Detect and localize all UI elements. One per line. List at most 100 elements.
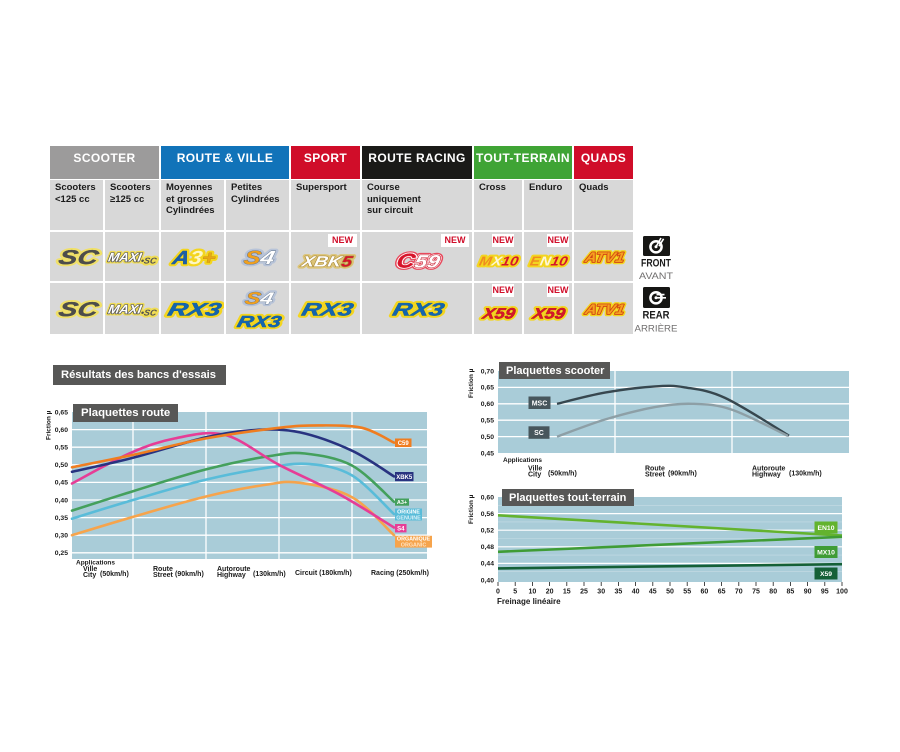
svg-text:C59: C59 <box>398 441 410 447</box>
svg-text:(50km/h): (50km/h) <box>100 571 129 578</box>
svg-text:MX10: MX10 <box>817 549 835 556</box>
svg-text:MX10: MX10 <box>478 253 520 268</box>
svg-text:XBK5: XBK5 <box>299 252 354 270</box>
svg-text:SC: SC <box>56 247 102 269</box>
svg-text:RX3: RX3 <box>391 298 447 319</box>
svg-text:15: 15 <box>563 589 571 596</box>
svg-text:Highway: Highway <box>752 472 781 479</box>
svg-text:MX10: MX10 <box>478 253 520 268</box>
svg-text:0,65: 0,65 <box>55 409 68 416</box>
svg-text:0,44: 0,44 <box>481 561 494 568</box>
svg-text:30: 30 <box>597 589 605 596</box>
svg-text:75: 75 <box>752 589 760 596</box>
svg-text:S4: S4 <box>242 289 274 307</box>
svg-text:(130km/h): (130km/h) <box>253 571 286 578</box>
svg-text:(50km/h): (50km/h) <box>548 471 577 478</box>
svg-text:85: 85 <box>787 589 795 596</box>
svg-text:X59: X59 <box>820 571 832 578</box>
svg-text:SC: SC <box>56 299 102 321</box>
svg-text:(90km/h): (90km/h) <box>175 571 204 578</box>
svg-text:RX3: RX3 <box>391 298 447 319</box>
svg-text:Racing (250km/h): Racing (250km/h) <box>371 570 429 577</box>
svg-text:Circuit (180km/h): Circuit (180km/h) <box>295 570 352 577</box>
svg-text:0,45: 0,45 <box>481 450 494 457</box>
svg-text:0,35: 0,35 <box>55 515 68 522</box>
svg-text:0,60: 0,60 <box>481 494 494 501</box>
svg-text:0,55: 0,55 <box>55 445 68 452</box>
svg-text:ATV1: ATV1 <box>582 249 625 265</box>
svg-text:RX3: RX3 <box>165 299 223 319</box>
svg-text:A3+: A3+ <box>397 500 407 506</box>
svg-text:SC: SC <box>56 247 102 269</box>
svg-text:70: 70 <box>735 589 743 596</box>
svg-text:0,65: 0,65 <box>481 385 494 392</box>
svg-text:FRONT: FRONT <box>641 258 671 270</box>
svg-text:0,52: 0,52 <box>481 528 494 535</box>
svg-text:0,50: 0,50 <box>481 434 494 441</box>
svg-text:REAR: REAR <box>643 310 670 322</box>
svg-text:A3+: A3+ <box>169 247 217 268</box>
svg-text:S4: S4 <box>241 246 276 267</box>
svg-text:0: 0 <box>496 589 500 596</box>
svg-text:Route: Route <box>645 466 665 473</box>
svg-text:Autoroute: Autoroute <box>217 566 251 573</box>
svg-text:Ville: Ville <box>528 466 542 473</box>
svg-text:ORGANIC: ORGANIC <box>401 543 427 549</box>
svg-text:0,48: 0,48 <box>481 544 494 551</box>
svg-text:AVANT: AVANT <box>639 271 673 282</box>
svg-text:RX3: RX3 <box>299 298 355 319</box>
svg-text:95: 95 <box>821 589 829 596</box>
svg-text:100: 100 <box>836 589 848 596</box>
svg-text:X59: X59 <box>480 304 517 321</box>
svg-text:C59: C59 <box>395 249 444 272</box>
svg-text:0,30: 0,30 <box>55 533 68 540</box>
svg-text:RX3: RX3 <box>235 312 283 330</box>
svg-text:80: 80 <box>769 589 777 596</box>
svg-text:ORGANIQUE: ORGANIQUE <box>397 537 431 543</box>
svg-text:Friction µ: Friction µ <box>468 368 475 398</box>
svg-text:City: City <box>528 472 541 479</box>
svg-text:Freinage linéaire: Freinage linéaire <box>497 597 561 606</box>
svg-text:ATV1: ATV1 <box>582 249 625 265</box>
svg-text:(130km/h): (130km/h) <box>789 471 822 478</box>
svg-text:X59: X59 <box>530 304 567 321</box>
svg-text:X59: X59 <box>480 304 517 321</box>
svg-text:0,60: 0,60 <box>55 427 68 434</box>
svg-text:0,56: 0,56 <box>481 511 494 518</box>
svg-text:Street: Street <box>153 572 174 579</box>
svg-text:Ville: Ville <box>83 566 97 573</box>
svg-text:50: 50 <box>666 589 674 596</box>
svg-text:90: 90 <box>804 589 812 596</box>
svg-text:Street: Street <box>645 472 666 479</box>
svg-text:0,50: 0,50 <box>55 462 68 469</box>
svg-text:25: 25 <box>580 589 588 596</box>
svg-text:0,60: 0,60 <box>481 401 494 408</box>
svg-text:40: 40 <box>632 589 640 596</box>
svg-text:0,70: 0,70 <box>481 368 494 375</box>
svg-text:55: 55 <box>683 589 691 596</box>
svg-text:RX3: RX3 <box>299 298 355 319</box>
svg-text:MSC: MSC <box>532 400 548 407</box>
svg-text:ATV1: ATV1 <box>582 301 625 317</box>
svg-text:EN10: EN10 <box>529 253 570 268</box>
svg-text:MAXI•SC: MAXI•SC <box>107 301 159 316</box>
svg-text:Friction µ: Friction µ <box>468 494 475 524</box>
svg-text:RX3: RX3 <box>165 299 223 319</box>
svg-text:20: 20 <box>546 589 554 596</box>
svg-text:X59: X59 <box>530 304 567 321</box>
svg-text:0,25: 0,25 <box>55 550 68 557</box>
svg-text:ARRIÈRE: ARRIÈRE <box>635 324 678 335</box>
svg-text:S4: S4 <box>242 289 274 307</box>
svg-text:0,45: 0,45 <box>55 480 68 487</box>
svg-text:C59: C59 <box>395 249 444 272</box>
svg-text:MAXI•SC: MAXI•SC <box>107 249 159 264</box>
svg-text:RX3: RX3 <box>235 312 283 330</box>
svg-text:35: 35 <box>615 589 623 596</box>
svg-text:0,55: 0,55 <box>481 418 494 425</box>
svg-text:45: 45 <box>649 589 657 596</box>
svg-text:60: 60 <box>701 589 709 596</box>
svg-text:ATV1: ATV1 <box>582 249 625 265</box>
svg-text:A3+: A3+ <box>169 247 217 268</box>
svg-text:(90km/h): (90km/h) <box>668 471 697 478</box>
svg-text:Highway: Highway <box>217 572 246 579</box>
